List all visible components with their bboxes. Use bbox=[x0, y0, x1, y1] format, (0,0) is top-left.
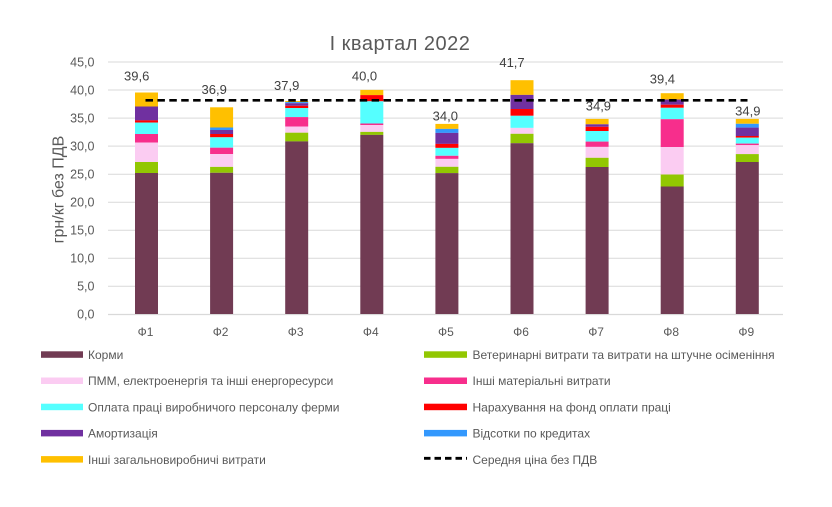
svg-text:Інші загальновиробничі витрати: Інші загальновиробничі витрати bbox=[88, 453, 266, 467]
svg-text:Ф1: Ф1 bbox=[138, 325, 154, 339]
svg-text:34,9: 34,9 bbox=[735, 104, 760, 119]
svg-text:37,9: 37,9 bbox=[274, 78, 299, 93]
svg-text:грн/кг без ПДВ: грн/кг без ПДВ bbox=[51, 136, 68, 244]
svg-text:Ф7: Ф7 bbox=[588, 325, 604, 339]
svg-text:36,9: 36,9 bbox=[202, 82, 227, 97]
svg-text:Ветеринарні витрати та витрати: Ветеринарні витрати та витрати на штучне… bbox=[473, 348, 775, 362]
svg-text:40,0: 40,0 bbox=[352, 68, 377, 83]
svg-text:Оплата праці виробничого персо: Оплата праці виробничого персоналу ферми bbox=[88, 400, 339, 414]
svg-text:Амортизація: Амортизація bbox=[88, 427, 158, 441]
svg-text:Ф2: Ф2 bbox=[213, 325, 229, 339]
svg-text:Інші матеріальні витрати: Інші матеріальні витрати bbox=[473, 374, 611, 388]
svg-text:Ф5: Ф5 bbox=[438, 325, 454, 339]
svg-text:34,0: 34,0 bbox=[433, 109, 458, 124]
svg-text:35,0: 35,0 bbox=[70, 112, 94, 126]
svg-text:Відсотки по кредитах: Відсотки по кредитах bbox=[473, 427, 591, 441]
svg-text:15,0: 15,0 bbox=[70, 224, 94, 238]
svg-text:45,0: 45,0 bbox=[70, 55, 94, 69]
svg-text:39,6: 39,6 bbox=[124, 69, 149, 84]
svg-text:30,0: 30,0 bbox=[70, 140, 94, 154]
svg-text:Корми: Корми bbox=[88, 348, 123, 362]
svg-text:20,0: 20,0 bbox=[70, 196, 94, 210]
svg-text:39,4: 39,4 bbox=[650, 72, 675, 87]
svg-text:Ф6: Ф6 bbox=[513, 325, 529, 339]
svg-text:ПММ, електроенергія та інші ен: ПММ, електроенергія та інші енергоресурс… bbox=[88, 374, 333, 388]
svg-text:0,0: 0,0 bbox=[77, 308, 94, 322]
svg-text:Ф3: Ф3 bbox=[288, 325, 304, 339]
svg-text:Ф9: Ф9 bbox=[738, 325, 754, 339]
svg-text:41,7: 41,7 bbox=[499, 55, 524, 70]
svg-text:40,0: 40,0 bbox=[70, 83, 94, 97]
svg-text:Ф8: Ф8 bbox=[663, 325, 679, 339]
svg-text:5,0: 5,0 bbox=[77, 280, 94, 294]
svg-text:25,0: 25,0 bbox=[70, 168, 94, 182]
svg-text:Середня ціна без ПДВ: Середня ціна без ПДВ bbox=[473, 453, 598, 467]
svg-text:10,0: 10,0 bbox=[70, 252, 94, 266]
svg-text:Нарахування на фонд оплати пра: Нарахування на фонд оплати праці bbox=[473, 400, 671, 414]
svg-text:34,9: 34,9 bbox=[586, 99, 611, 114]
svg-text:Ф4: Ф4 bbox=[363, 325, 379, 339]
svg-text:І квартал 2022: І квартал 2022 bbox=[330, 33, 471, 55]
